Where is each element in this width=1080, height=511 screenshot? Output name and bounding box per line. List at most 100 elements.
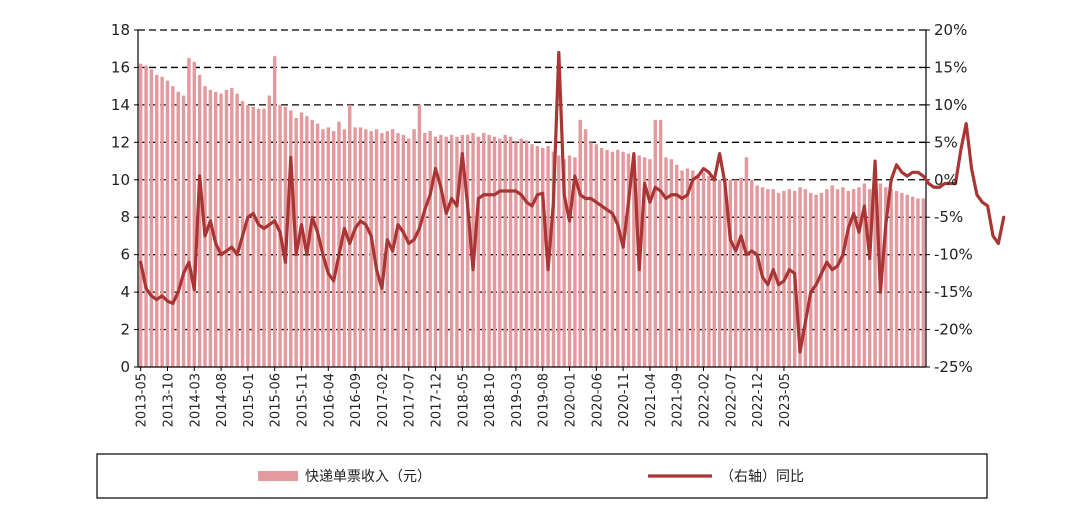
bar: [642, 157, 647, 367]
bar: [197, 74, 202, 367]
bar: [401, 134, 406, 367]
x-tick-label: 2021-09: [671, 373, 686, 427]
x-tick-label: 2016-09: [349, 373, 364, 427]
bar: [589, 142, 593, 367]
bar: [374, 129, 379, 367]
bar: [214, 91, 218, 368]
bar: [835, 189, 840, 367]
bar: [519, 138, 523, 367]
bar: [342, 129, 347, 367]
right-tick-label: -15%: [934, 283, 973, 301]
legend-bar-label: 快递单票收入（元）: [305, 469, 431, 485]
bar: [428, 131, 432, 367]
x-tick-label: 2021-04: [644, 373, 659, 427]
x-tick-label: 2020-01: [564, 373, 579, 427]
right-tick-label: -5%: [934, 208, 963, 226]
bar: [326, 127, 331, 367]
bar: [551, 151, 556, 367]
bar: [337, 121, 341, 367]
bar: [599, 147, 604, 367]
bar: [138, 63, 143, 367]
bar: [492, 136, 497, 367]
bar: [803, 189, 808, 367]
bar: [305, 116, 309, 367]
bar: [921, 198, 926, 367]
bar: [165, 80, 170, 368]
bar: [862, 183, 867, 367]
bar: [889, 189, 893, 367]
bar: [482, 132, 486, 367]
bar: [406, 138, 411, 367]
left-tick-label: 14: [111, 96, 130, 114]
bar: [444, 136, 448, 367]
bar: [755, 185, 759, 367]
bar: [315, 123, 320, 367]
x-tick-label: 2017-07: [403, 373, 418, 427]
bar: [369, 131, 373, 367]
bar: [712, 179, 716, 367]
bar: [787, 189, 792, 367]
bar: [658, 119, 663, 367]
x-tick-label: 2013-05: [135, 373, 150, 427]
bar: [809, 192, 813, 367]
bar: [626, 153, 631, 367]
bar: [230, 88, 234, 368]
bar: [455, 136, 459, 367]
bar: [181, 95, 186, 368]
bar: [717, 179, 722, 367]
x-tick-label: 2015-06: [269, 373, 284, 427]
bar: [235, 93, 239, 368]
x-tick-label: 2022-07: [724, 373, 739, 427]
legend-line-label: （右轴）同比: [720, 469, 804, 485]
x-tick-label: 2018-10: [483, 373, 498, 427]
bar: [476, 136, 481, 367]
bar: [750, 179, 754, 367]
bar: [830, 185, 834, 367]
bar: [728, 179, 733, 367]
right-tick-label: 10%: [934, 96, 967, 114]
bar: [289, 110, 293, 367]
bar: [144, 65, 148, 368]
bar: [632, 155, 636, 367]
right-tick-label: 0%: [934, 171, 958, 189]
bar: [814, 194, 818, 367]
bar: [562, 159, 566, 367]
bar: [487, 134, 491, 367]
x-tick-label: 2019-03: [510, 373, 525, 427]
bar: [272, 56, 277, 367]
bar: [219, 93, 223, 368]
bar: [251, 106, 255, 367]
bar: [867, 189, 872, 367]
bar: [621, 151, 625, 367]
bar: [685, 168, 690, 367]
bar: [331, 131, 336, 367]
bar: [530, 144, 534, 367]
bar: [310, 119, 314, 367]
bar: [653, 119, 658, 367]
legend-box: [96, 453, 988, 499]
bar: [594, 144, 599, 367]
bar: [358, 127, 363, 367]
bar: [192, 61, 197, 367]
legend-bar-swatch: [258, 471, 298, 481]
bar: [900, 192, 904, 367]
left-tick-label: 6: [120, 246, 130, 264]
bar: [567, 155, 572, 367]
bar: [160, 76, 164, 368]
bar: [364, 129, 368, 367]
bar: [819, 192, 824, 367]
x-tick-label: 2015-11: [295, 373, 310, 427]
left-tick-label: 12: [111, 133, 130, 151]
bar: [208, 89, 213, 368]
bar: [503, 134, 507, 367]
bar: [691, 170, 695, 367]
bar: [573, 157, 577, 367]
bar: [412, 129, 416, 367]
x-tick-label: 2020-11: [617, 373, 632, 427]
bar: [905, 194, 909, 367]
right-tick-label: -10%: [934, 246, 973, 264]
bar: [825, 189, 829, 367]
bar: [873, 185, 877, 367]
